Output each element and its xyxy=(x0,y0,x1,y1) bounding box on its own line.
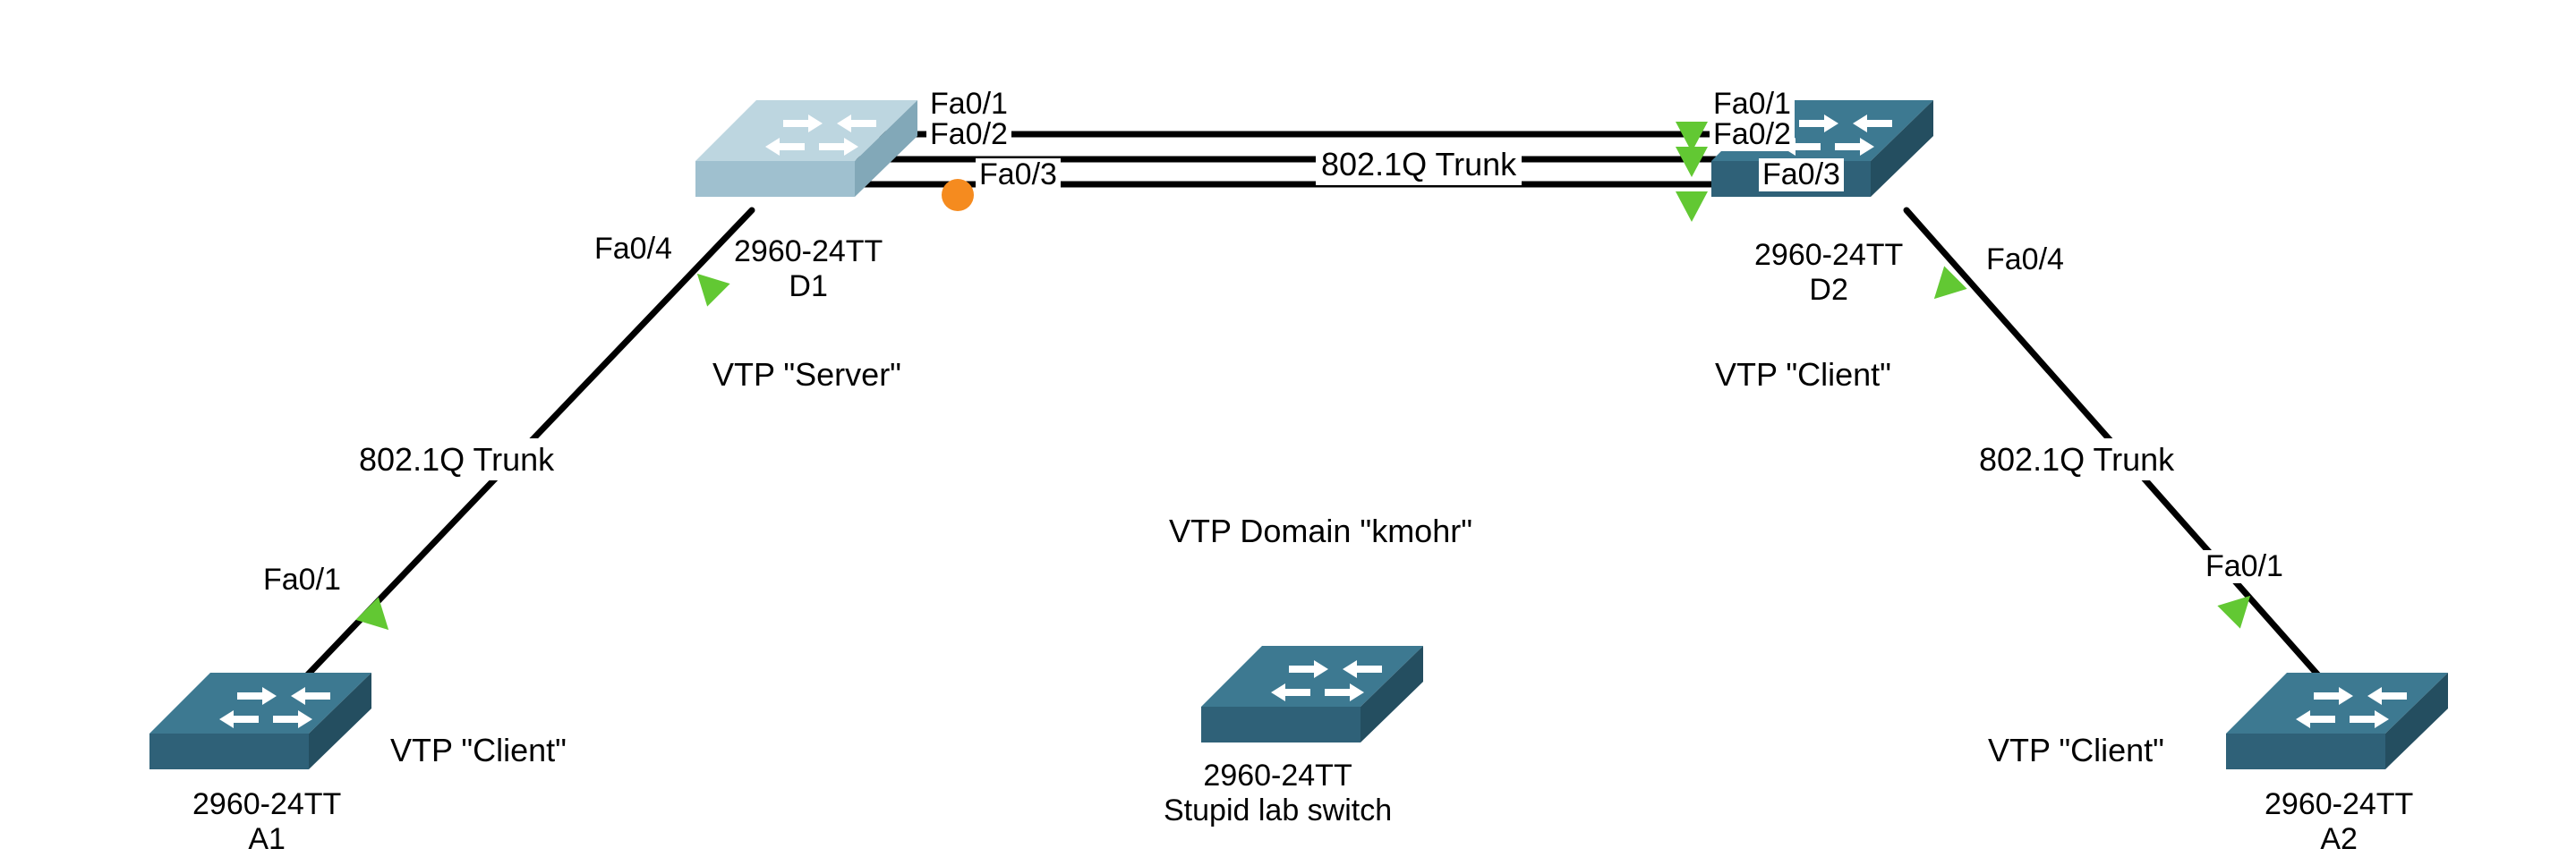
status-up-a1-fa01 xyxy=(355,597,399,641)
device-caption-a2: 2960-24TTA2 xyxy=(2265,787,2413,857)
port-label-d2_fa03: Fa0/3 xyxy=(1759,158,1844,191)
text-label-trunk_right: 802.1Q Trunk xyxy=(1974,438,2179,480)
diagram-canvas: Fa0/1Fa0/2Fa0/3Fa0/4Fa0/1Fa0/2Fa0/3Fa0/4… xyxy=(0,0,2576,857)
port-label-a1_fa01: Fa0/1 xyxy=(260,564,345,597)
text-label-trunk_mid: 802.1Q Trunk xyxy=(1316,143,1522,185)
text-label-vtp_client_d2: VTP "Client" xyxy=(1710,353,1897,395)
device-model-a1: 2960-24TT xyxy=(192,787,341,822)
device-caption-a1: 2960-24TTA1 xyxy=(192,787,341,857)
text-label-vtp_client_a1: VTP "Client" xyxy=(385,729,572,771)
device-caption-d2: 2960-24TTD2 xyxy=(1754,238,1903,308)
status-up-d2-link3 xyxy=(1676,191,1708,222)
status-blocking-d1 xyxy=(942,179,974,211)
port-label-d2_fa04: Fa0/4 xyxy=(1983,243,2068,276)
device-caption-d1: 2960-24TTD1 xyxy=(734,234,883,304)
text-label-vtp_client_a2: VTP "Client" xyxy=(1983,729,2170,771)
port-label-d1_fa01: Fa0/1 xyxy=(926,88,1011,121)
device-name-a1: A1 xyxy=(192,822,341,857)
port-label-d1_fa02: Fa0/2 xyxy=(926,118,1011,151)
text-label-vtp_server: VTP "Server" xyxy=(707,353,907,395)
device-model-d2: 2960-24TT xyxy=(1754,238,1903,273)
port-label-d2_fa02: Fa0/2 xyxy=(1710,118,1795,151)
device-model-lab: 2960-24TT xyxy=(1164,759,1392,793)
device-caption-lab: 2960-24TTStupid lab switch xyxy=(1164,759,1392,828)
text-label-vtp_domain: VTP Domain "kmohr" xyxy=(1164,510,1478,552)
port-label-d2_fa01: Fa0/1 xyxy=(1710,88,1795,121)
port-label-d1_fa04: Fa0/4 xyxy=(591,233,676,266)
text-label-trunk_left: 802.1Q Trunk xyxy=(354,438,559,480)
device-name-d1: D1 xyxy=(734,269,883,304)
device-model-d1: 2960-24TT xyxy=(734,234,883,269)
port-label-a2_fa01: Fa0/1 xyxy=(2202,550,2287,583)
device-model-a2: 2960-24TT xyxy=(2265,787,2413,822)
port-label-d1_fa03: Fa0/3 xyxy=(976,158,1061,191)
device-name-lab: Stupid lab switch xyxy=(1164,793,1392,828)
device-name-d2: D2 xyxy=(1754,273,1903,308)
device-name-a2: A2 xyxy=(2265,822,2413,857)
